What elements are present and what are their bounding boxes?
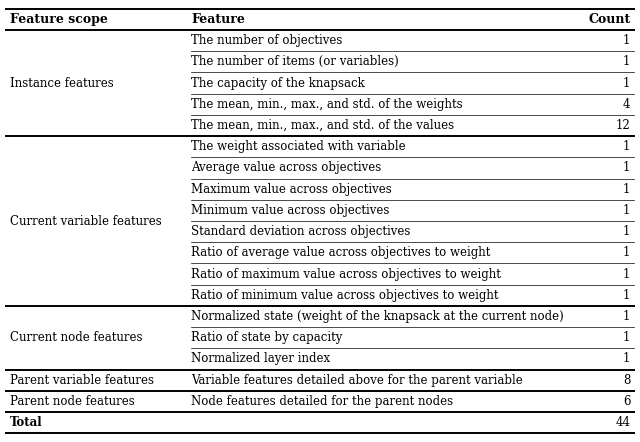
Text: 1: 1 (623, 267, 630, 281)
Text: Parent variable features: Parent variable features (10, 373, 154, 387)
Text: 1: 1 (623, 140, 630, 153)
Text: Minimum value across objectives: Minimum value across objectives (191, 204, 390, 217)
Text: 8: 8 (623, 373, 630, 387)
Text: Current variable features: Current variable features (10, 214, 161, 228)
Text: Normalized layer index: Normalized layer index (191, 352, 330, 366)
Text: Node features detailed for the parent nodes: Node features detailed for the parent no… (191, 395, 454, 408)
Text: Feature: Feature (191, 13, 245, 26)
Text: 1: 1 (623, 310, 630, 323)
Text: Ratio of maximum value across objectives to weight: Ratio of maximum value across objectives… (191, 267, 501, 281)
Text: Standard deviation across objectives: Standard deviation across objectives (191, 225, 411, 238)
Text: 1: 1 (623, 204, 630, 217)
Text: The capacity of the knapsack: The capacity of the knapsack (191, 76, 365, 90)
Text: 1: 1 (623, 331, 630, 344)
Text: The number of objectives: The number of objectives (191, 34, 343, 47)
Text: 6: 6 (623, 395, 630, 408)
Text: The number of items (or variables): The number of items (or variables) (191, 55, 399, 69)
Text: Count: Count (588, 13, 630, 26)
Text: Ratio of average value across objectives to weight: Ratio of average value across objectives… (191, 246, 491, 259)
Text: Ratio of minimum value across objectives to weight: Ratio of minimum value across objectives… (191, 289, 499, 302)
Text: 1: 1 (623, 161, 630, 175)
Text: 1: 1 (623, 225, 630, 238)
Text: 12: 12 (616, 119, 630, 132)
Text: Total: Total (10, 416, 42, 429)
Text: Ratio of state by capacity: Ratio of state by capacity (191, 331, 343, 344)
Text: Current node features: Current node features (10, 331, 142, 344)
Text: Parent node features: Parent node features (10, 395, 134, 408)
Text: 1: 1 (623, 34, 630, 47)
Text: Maximum value across objectives: Maximum value across objectives (191, 183, 392, 196)
Text: Normalized state (weight of the knapsack at the current node): Normalized state (weight of the knapsack… (191, 310, 564, 323)
Text: The mean, min., max., and std. of the weights: The mean, min., max., and std. of the we… (191, 98, 463, 111)
Text: Instance features: Instance features (10, 76, 113, 90)
Text: 1: 1 (623, 183, 630, 196)
Text: Variable features detailed above for the parent variable: Variable features detailed above for the… (191, 373, 523, 387)
Text: Feature scope: Feature scope (10, 13, 108, 26)
Text: The weight associated with variable: The weight associated with variable (191, 140, 406, 153)
Text: 4: 4 (623, 98, 630, 111)
Text: The mean, min., max., and std. of the values: The mean, min., max., and std. of the va… (191, 119, 454, 132)
Text: 1: 1 (623, 246, 630, 259)
Text: Average value across objectives: Average value across objectives (191, 161, 381, 175)
Text: 1: 1 (623, 289, 630, 302)
Text: 1: 1 (623, 55, 630, 69)
Text: 1: 1 (623, 352, 630, 366)
Text: 44: 44 (616, 416, 630, 429)
Text: 1: 1 (623, 76, 630, 90)
